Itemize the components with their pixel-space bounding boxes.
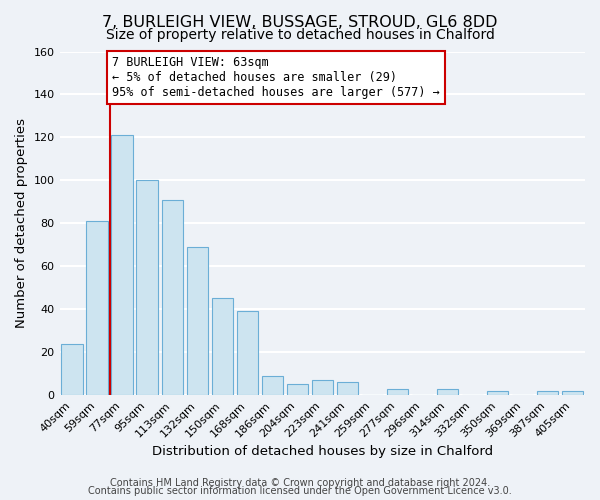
Bar <box>136 180 158 395</box>
Bar <box>236 312 258 395</box>
Bar <box>287 384 308 395</box>
Bar <box>262 376 283 395</box>
Bar <box>387 388 408 395</box>
Bar <box>311 380 333 395</box>
Bar <box>487 391 508 395</box>
Bar <box>161 200 183 395</box>
Bar <box>86 221 108 395</box>
Y-axis label: Number of detached properties: Number of detached properties <box>15 118 28 328</box>
Bar <box>337 382 358 395</box>
Text: 7, BURLEIGH VIEW, BUSSAGE, STROUD, GL6 8DD: 7, BURLEIGH VIEW, BUSSAGE, STROUD, GL6 8… <box>102 15 498 30</box>
Text: 7 BURLEIGH VIEW: 63sqm
← 5% of detached houses are smaller (29)
95% of semi-deta: 7 BURLEIGH VIEW: 63sqm ← 5% of detached … <box>112 56 440 99</box>
Bar <box>212 298 233 395</box>
Bar <box>562 391 583 395</box>
Text: Contains HM Land Registry data © Crown copyright and database right 2024.: Contains HM Land Registry data © Crown c… <box>110 478 490 488</box>
X-axis label: Distribution of detached houses by size in Chalford: Distribution of detached houses by size … <box>152 444 493 458</box>
Bar <box>61 344 83 395</box>
Bar <box>187 247 208 395</box>
Bar <box>437 388 458 395</box>
Text: Size of property relative to detached houses in Chalford: Size of property relative to detached ho… <box>106 28 494 42</box>
Bar <box>537 391 558 395</box>
Text: Contains public sector information licensed under the Open Government Licence v3: Contains public sector information licen… <box>88 486 512 496</box>
Bar <box>112 136 133 395</box>
